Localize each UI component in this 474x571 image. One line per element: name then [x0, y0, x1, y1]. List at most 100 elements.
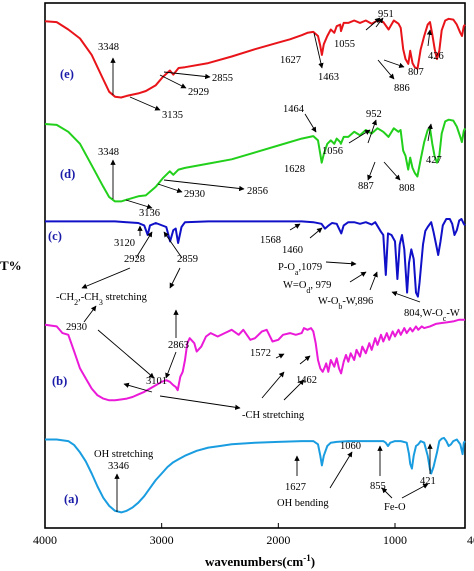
label-c-1460: 1460 [282, 245, 303, 256]
label-a-421: 421 [420, 476, 436, 487]
label-ch-stretching: -CH2,-CH3 stretching [56, 292, 148, 307]
label-a-855: 855 [370, 481, 386, 492]
annotation-labels-b: 2930 2863 3101 1572 1462 -CH stretching [66, 322, 317, 421]
x-axis-label-main: wavenumbers(cm [205, 554, 303, 569]
label-b-1462: 1462 [296, 375, 317, 386]
label-e-2929: 2929 [188, 87, 209, 98]
x-tick-label-1000: 1000 [383, 533, 407, 547]
label-e-951: 951 [378, 9, 394, 20]
label-e-1055: 1055 [334, 39, 355, 50]
arrow-c-poa [325, 260, 357, 267]
series-label-c: (c) [48, 229, 62, 243]
arrow-d-808 [383, 161, 401, 181]
arrow-b-1462-top [299, 355, 311, 365]
arrow-b-3101b [159, 395, 241, 410]
x-axis-label: wavenumbers(cm-1) [205, 553, 315, 569]
arrow-b-1572-top [275, 353, 285, 359]
label-e-426: 426 [428, 51, 444, 62]
label-ch-pre: -CH [56, 292, 75, 303]
label-c-poa-pre: P-O [278, 262, 295, 273]
label-d-1628: 1628 [284, 164, 305, 175]
label-ch-mid: ,-CH [78, 292, 99, 303]
label-a-oh-bending: OH bending [277, 498, 329, 509]
label-c-2928: 2928 [124, 254, 145, 265]
label-c-wod-pre: W=O [283, 280, 307, 291]
arrow-c-2859-up [163, 231, 183, 259]
label-ch-sub1: 2 [74, 298, 78, 307]
annotation-labels-d: 3348 3136 2930 2856 1628 1464 1056 952 8… [98, 104, 442, 219]
arrow-e-3135 [129, 96, 161, 111]
series-line-d [44, 118, 466, 203]
x-tick-label-partial: 400 [467, 533, 474, 547]
label-a-3346: 3346 [108, 461, 129, 472]
x-tick-label-4000: 4000 [33, 533, 57, 547]
arrow-c-1568 [289, 223, 301, 231]
arrow-e-426 [426, 29, 433, 47]
label-d-1056: 1056 [322, 146, 343, 157]
series-line-b [44, 318, 465, 402]
label-c-wocw-sub: c [443, 314, 447, 323]
x-axis-label-close: ) [311, 554, 315, 569]
arrow-e-807 [383, 59, 405, 68]
label-a-1060: 1060 [340, 441, 361, 452]
arrow-b-2930-down [97, 329, 155, 379]
arrow-d-952 [367, 119, 377, 144]
label-e-807: 807 [408, 67, 424, 78]
arrow-c-wocw [391, 291, 421, 303]
arrow-b-2863-down [165, 351, 177, 379]
label-c-wocw-post: -W [446, 308, 459, 319]
arrow-c-wod [349, 271, 367, 283]
label-c-1568: 1568 [260, 235, 281, 246]
label-a-1627: 1627 [285, 482, 306, 493]
label-c-2859: 2859 [177, 254, 198, 265]
arrow-c-2859-down [169, 267, 181, 289]
x-axis-label-sup: -1 [303, 553, 311, 563]
arrow-d-887 [367, 161, 376, 181]
series-line-c [45, 218, 466, 298]
label-d-1464: 1464 [283, 104, 305, 115]
label-b-2930: 2930 [66, 322, 87, 333]
annotations-a [114, 443, 433, 512]
label-b-1572: 1572 [250, 348, 271, 359]
arrow-d-1464 [304, 113, 317, 133]
arrow-e-2855 [163, 71, 211, 80]
arrow-e-1463 [313, 32, 324, 69]
series-label-a: (a) [64, 492, 79, 506]
annotations-e [110, 17, 433, 111]
annotations-d [110, 113, 433, 210]
label-b-ch-stretching: -CH stretching [242, 410, 305, 421]
annotation-labels-a: OH stretching 3346 1627 1060 OH bending … [94, 441, 436, 513]
annotation-labels-c: 3120 2928 2859 1568 1460 P-Oa,1079 W=Od,… [56, 235, 460, 323]
arrow-b-2930-up [83, 305, 97, 323]
arrow-e-2929 [159, 74, 187, 89]
label-c-poa-sub: a [295, 268, 299, 277]
label-e-3348: 3348 [98, 42, 119, 53]
annotation-labels-e: 3348 3135 2929 2855 1627 1463 1055 951 8… [98, 9, 444, 121]
series-layer [44, 17, 466, 514]
label-c-wod-sub: d [306, 286, 310, 295]
label-b-2863: 2863 [168, 340, 189, 351]
series-line-a [45, 436, 466, 514]
series-label-e: (e) [60, 67, 74, 81]
label-e-886: 886 [394, 83, 410, 94]
arrow-c-wobw [369, 271, 378, 291]
arrow-a-feo-l [381, 487, 393, 499]
label-c-wod: W=Od, 979 [283, 280, 331, 295]
label-c-poa: P-Oa,1079 [278, 262, 322, 277]
arrow-c-2928-down [81, 267, 131, 289]
label-d-2930: 2930 [184, 189, 205, 200]
label-d-952: 952 [366, 109, 382, 120]
label-a-oh-stretching: OH stretching [94, 449, 154, 460]
label-e-1627: 1627 [280, 55, 301, 66]
label-d-3348: 3348 [98, 147, 119, 158]
x-tick-label-2000: 2000 [266, 533, 290, 547]
annotations-c [81, 223, 421, 303]
series-line-e [44, 17, 466, 99]
plot-frame [44, 2, 466, 529]
label-c-wod-post: , 979 [310, 280, 331, 291]
label-c-wocw-pre: 804,W-O [404, 308, 443, 319]
label-d-427: 427 [426, 155, 442, 166]
series-label-b: (b) [52, 374, 67, 388]
label-c-wobw-sub: b [338, 302, 342, 311]
